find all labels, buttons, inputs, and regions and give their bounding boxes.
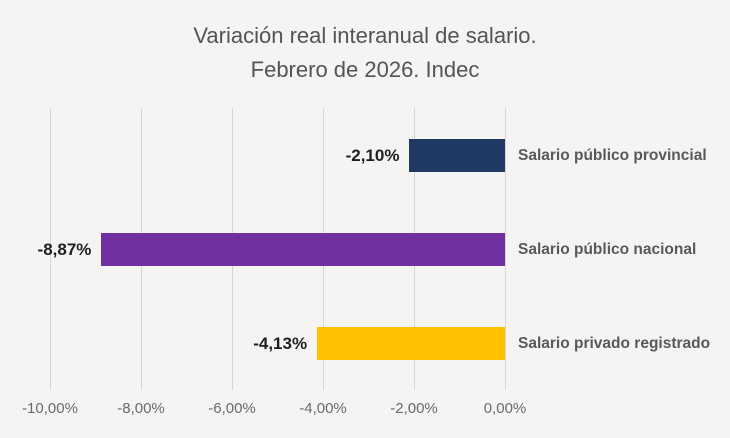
- x-axis-tick-label: -10,00%: [22, 400, 78, 417]
- chart-title-line-2: Febrero de 2026. Indec: [250, 57, 480, 82]
- chart-bar-1: [409, 138, 505, 172]
- bar-value-label: -4,13%: [253, 333, 308, 353]
- x-axis-tick-label: -8,00%: [117, 400, 165, 417]
- x-axis-tick-label: -4,00%: [299, 400, 347, 417]
- bar-value-label: -8,87%: [37, 239, 92, 259]
- x-axis-tick-label: 0,00%: [483, 400, 527, 417]
- x-axis-tick-label: -6,00%: [208, 400, 256, 417]
- gridline: [49, 108, 51, 390]
- category-label: Salario privado registrado: [518, 334, 711, 352]
- chart-bar-2: [101, 232, 505, 266]
- chart-bar-3: [317, 326, 505, 360]
- category-label: Salario público nacional: [518, 240, 697, 258]
- chart-title: Variación real interanual de salario. Fe…: [0, 19, 730, 87]
- gridline: [504, 108, 506, 390]
- x-axis-tick-label: -2,00%: [390, 400, 438, 417]
- plot-area: -10,00% -8,00% -6,00% -4,00% -2,00% 0,00% -2,1…: [22, 108, 710, 417]
- chart-title-line-1: Variación real interanual de salario.: [193, 23, 537, 48]
- bar-value-label: -2,10%: [345, 145, 400, 165]
- category-label: Salario público provincial: [518, 146, 707, 164]
